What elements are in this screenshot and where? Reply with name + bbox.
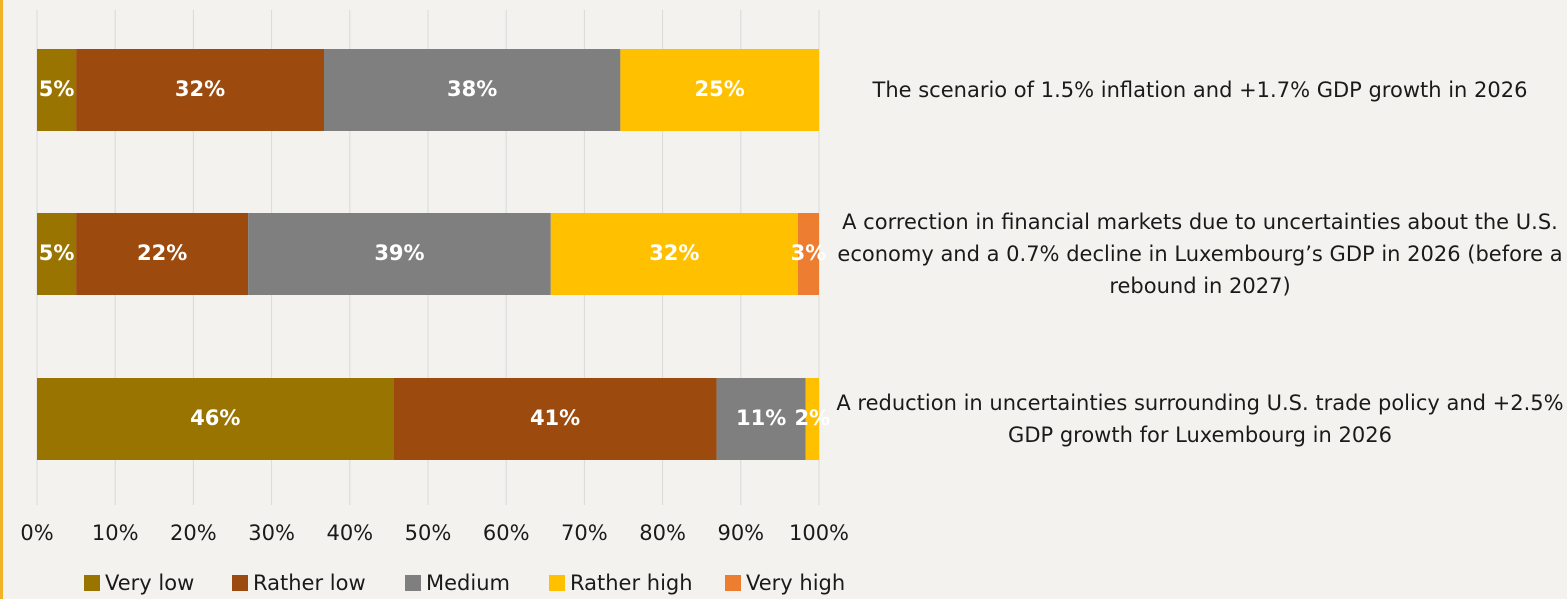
category-label: The scenario of 1.5% inflation and +1.7%…	[872, 78, 1528, 102]
x-tick-label: 70%	[561, 521, 608, 545]
accent-border	[0, 0, 3, 599]
x-tick-label: 0%	[20, 521, 53, 545]
x-tick-label: 80%	[639, 521, 686, 545]
bar-segment	[76, 49, 324, 131]
legend-swatch	[725, 575, 741, 591]
data-label: 5%	[39, 77, 75, 101]
data-label: 22%	[137, 241, 187, 265]
data-label: 11%	[736, 406, 786, 430]
data-label: 32%	[175, 77, 225, 101]
x-tick-label: 60%	[483, 521, 530, 545]
x-tick-label: 40%	[326, 521, 373, 545]
legend-swatch	[84, 575, 100, 591]
legend-swatch	[549, 575, 565, 591]
x-tick-label: 20%	[170, 521, 217, 545]
x-tick-label: 50%	[405, 521, 452, 545]
bar-segment	[805, 378, 819, 460]
bar-segment	[76, 213, 249, 295]
data-label: 38%	[447, 77, 497, 101]
legend-swatch	[405, 575, 421, 591]
bar-segment	[393, 378, 717, 460]
bar-segment	[620, 49, 819, 131]
bar-segment	[37, 378, 394, 460]
category-label: A reduction in uncertainties surrounding…	[836, 391, 1564, 447]
x-tick-label: 30%	[248, 521, 295, 545]
data-label: 5%	[39, 241, 75, 265]
x-tick-label: 90%	[717, 521, 764, 545]
bar-segment	[550, 213, 798, 295]
data-label: 2%	[795, 406, 831, 430]
legend-label: Very low	[105, 571, 194, 595]
bar-segment	[797, 213, 819, 295]
data-label: 41%	[530, 406, 580, 430]
bar-segment	[37, 213, 77, 295]
legend-swatch	[232, 575, 248, 591]
data-label: 25%	[695, 77, 745, 101]
data-label: 46%	[190, 406, 240, 430]
legend-label: Very high	[746, 571, 845, 595]
x-tick-label: 100%	[789, 521, 849, 545]
data-label: 39%	[374, 241, 424, 265]
legend-label: Rather high	[570, 571, 693, 595]
bar-segment	[716, 378, 806, 460]
data-label: 32%	[649, 241, 699, 265]
category-label: A correction in financial markets due to…	[837, 210, 1563, 298]
bar-segment	[323, 49, 621, 131]
legend-label: Medium	[426, 571, 510, 595]
bar-segment	[37, 49, 77, 131]
data-label: 3%	[791, 241, 827, 265]
x-tick-label: 10%	[92, 521, 139, 545]
bar-segment	[248, 213, 551, 295]
legend-label: Rather low	[253, 571, 366, 595]
